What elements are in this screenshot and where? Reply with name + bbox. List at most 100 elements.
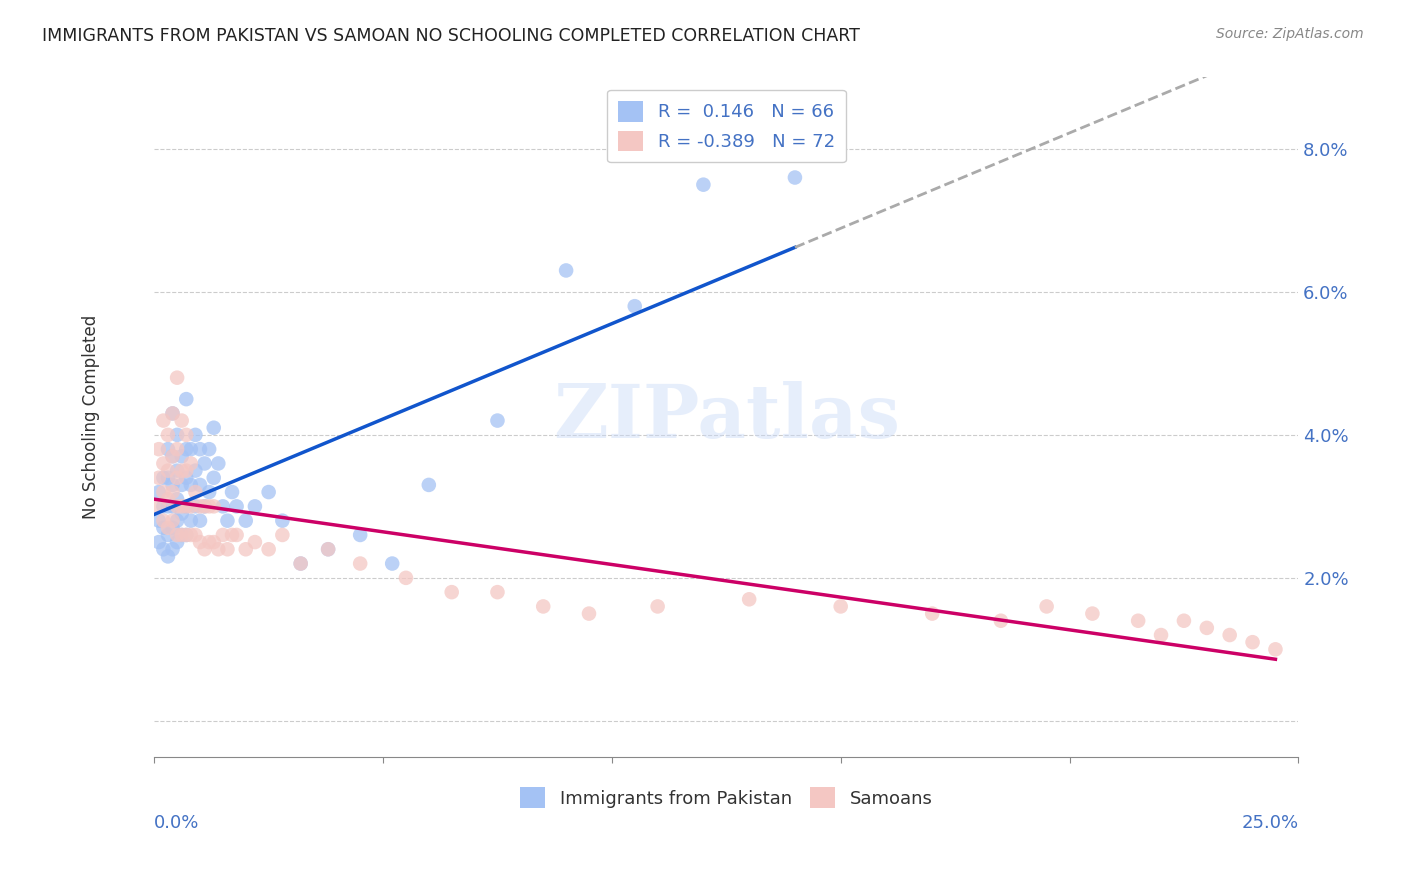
Point: [170, 450, 193, 464]
Point: [184, 485, 207, 500]
Point: [243, 500, 266, 514]
Point: [162, 485, 184, 500]
Point: [166, 428, 188, 442]
Point: [188, 514, 211, 528]
Point: [184, 528, 207, 542]
Point: [271, 514, 294, 528]
Point: [221, 528, 243, 542]
Point: [783, 170, 806, 185]
Point: [555, 263, 578, 277]
Point: [1219, 628, 1241, 642]
Point: [212, 528, 235, 542]
Point: [162, 450, 184, 464]
Point: [207, 457, 229, 471]
Point: [180, 457, 202, 471]
Point: [152, 471, 174, 485]
Point: [647, 599, 669, 614]
Point: [257, 542, 280, 557]
Point: [174, 442, 197, 457]
Text: ZIPatlas: ZIPatlas: [553, 381, 900, 453]
Point: [162, 514, 184, 528]
Point: [623, 299, 645, 313]
Point: [184, 500, 207, 514]
Point: [156, 471, 179, 485]
Point: [180, 528, 202, 542]
Point: [202, 500, 225, 514]
Point: [174, 500, 197, 514]
Point: [193, 500, 215, 514]
Point: [180, 514, 202, 528]
Point: [184, 464, 207, 478]
Point: [290, 557, 312, 571]
Point: [188, 442, 211, 457]
Point: [156, 464, 179, 478]
Point: [440, 585, 463, 599]
Point: [148, 442, 170, 457]
Point: [486, 585, 509, 599]
Point: [162, 542, 184, 557]
Point: [202, 421, 225, 435]
Point: [316, 542, 339, 557]
Point: [1195, 621, 1218, 635]
Point: [174, 428, 197, 442]
Point: [174, 471, 197, 485]
Point: [174, 392, 197, 406]
Point: [738, 592, 761, 607]
Point: [578, 607, 600, 621]
Point: [152, 413, 174, 427]
Point: [381, 557, 404, 571]
Point: [188, 478, 211, 492]
Point: [990, 614, 1012, 628]
Point: [166, 500, 188, 514]
Point: [243, 535, 266, 549]
Point: [162, 500, 184, 514]
Point: [212, 500, 235, 514]
Point: [152, 521, 174, 535]
Point: [156, 528, 179, 542]
Point: [174, 464, 197, 478]
Point: [188, 535, 211, 549]
Point: [1173, 614, 1195, 628]
Point: [921, 607, 943, 621]
Point: [166, 464, 188, 478]
Point: [271, 528, 294, 542]
Point: [174, 500, 197, 514]
Point: [156, 492, 179, 507]
Point: [1150, 628, 1173, 642]
Point: [198, 535, 221, 549]
Text: IMMIGRANTS FROM PAKISTAN VS SAMOAN NO SCHOOLING COMPLETED CORRELATION CHART: IMMIGRANTS FROM PAKISTAN VS SAMOAN NO SC…: [42, 27, 860, 45]
Point: [162, 521, 184, 535]
Point: [1128, 614, 1150, 628]
Point: [156, 521, 179, 535]
Point: [170, 500, 193, 514]
Point: [152, 485, 174, 500]
Point: [152, 514, 174, 528]
Point: [174, 528, 197, 542]
Point: [193, 457, 215, 471]
Point: [830, 599, 852, 614]
Point: [235, 514, 257, 528]
Point: [221, 485, 243, 500]
Point: [170, 507, 193, 521]
Point: [217, 542, 239, 557]
Point: [162, 406, 184, 420]
Point: [148, 485, 170, 500]
Point: [217, 514, 239, 528]
Point: [349, 557, 371, 571]
Point: [166, 492, 188, 507]
Legend: Immigrants from Pakistan, Samoans: Immigrants from Pakistan, Samoans: [513, 780, 939, 815]
Point: [180, 478, 202, 492]
Point: [166, 528, 188, 542]
Point: [531, 599, 554, 614]
Point: [166, 535, 188, 549]
Point: [170, 528, 193, 542]
Point: [156, 500, 179, 514]
Point: [148, 514, 170, 528]
Point: [170, 464, 193, 478]
Point: [152, 542, 174, 557]
Point: [202, 535, 225, 549]
Point: [198, 500, 221, 514]
Point: [170, 413, 193, 427]
Point: [166, 442, 188, 457]
Point: [207, 542, 229, 557]
